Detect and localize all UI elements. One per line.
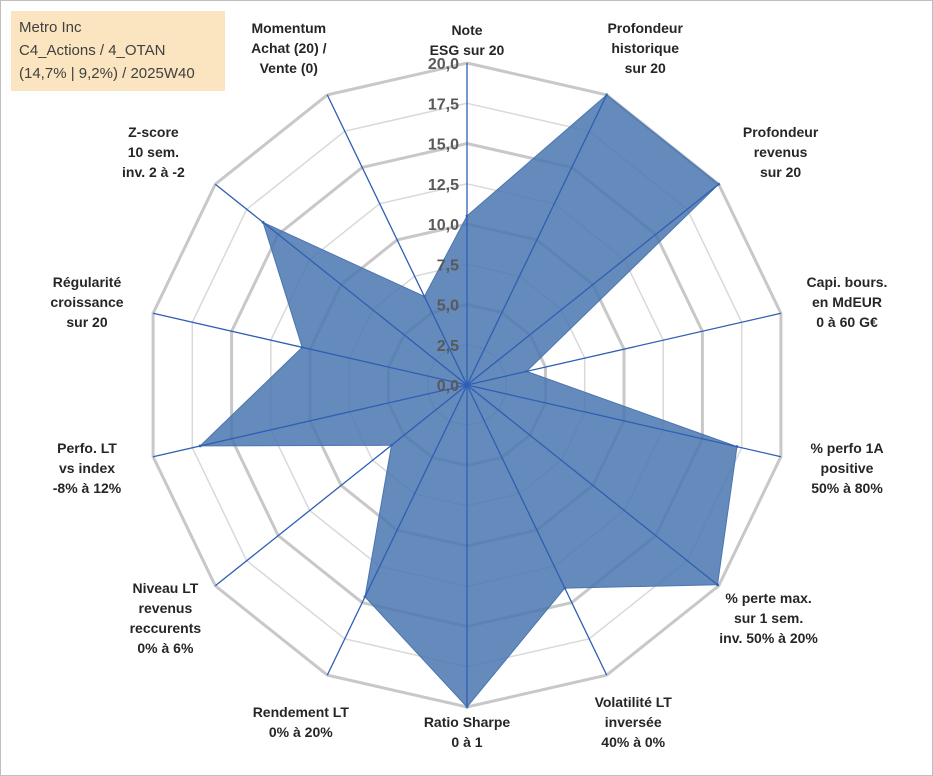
tick-label: 7,5 — [437, 257, 459, 274]
category-label-line: Note — [451, 22, 482, 38]
category-label-line: 0 à 60 G€ — [816, 314, 878, 330]
category-label-line: 50% à 80% — [811, 480, 883, 496]
category-label-line: -8% à 12% — [53, 480, 122, 496]
category-label-line: 0% à 20% — [269, 724, 333, 740]
category-label-line: Niveau LT — [132, 580, 198, 596]
category-label-line: revenus — [139, 600, 193, 616]
axis-line — [466, 384, 720, 587]
category-label-line: Vente (0) — [260, 60, 318, 76]
category-label-line: inversée — [605, 714, 662, 730]
category-label: % perfo 1A positive 50% à 80% — [810, 440, 883, 496]
category-label-line: % perfo 1A — [810, 440, 883, 456]
portfolio-name: C4_Actions / 4_OTAN — [19, 42, 166, 59]
category-label-line: Volatilité LT — [595, 694, 673, 710]
category-label-line: 40% à 0% — [601, 734, 665, 750]
category-label: % perte max. sur 1 sem. inv. 50% à 20% — [719, 590, 818, 646]
category-label: Capi. bours. en MdEUR 0 à 60 G€ — [807, 274, 888, 330]
tick-label: 2,5 — [437, 338, 459, 355]
category-label-line: Achat (20) / — [251, 40, 327, 56]
company-name: Metro Inc — [19, 19, 82, 36]
category-label-line: sur 1 sem. — [734, 610, 803, 626]
category-label-line: croissance — [50, 294, 123, 310]
category-label-line: Ratio Sharpe — [424, 714, 511, 730]
category-label: Régularité croissance sur 20 — [50, 274, 123, 330]
series-area — [198, 94, 738, 708]
category-label-line: Régularité — [53, 274, 122, 290]
tick-label: 12,5 — [428, 177, 459, 194]
category-label-line: Momentum — [251, 20, 326, 36]
category-label: Ratio Sharpe 0 à 1 — [424, 714, 511, 750]
category-label: Perfo. LT vs index -8% à 12% — [53, 440, 122, 496]
axis-line — [466, 183, 720, 386]
category-label-line: reccurents — [130, 620, 202, 636]
category-label-line: sur 20 — [66, 314, 107, 330]
category-label-line: inv. 2 à -2 — [122, 164, 185, 180]
category-label-line: ESG sur 20 — [430, 42, 505, 58]
tick-label: 20,0 — [428, 56, 459, 73]
category-label-line: Capi. bours. — [807, 274, 888, 290]
category-label-line: Perfo. LT — [57, 440, 117, 456]
category-label-line: 0 à 1 — [451, 734, 482, 750]
axis-line — [466, 384, 782, 458]
category-label-line: revenus — [754, 144, 808, 160]
axis-line — [152, 312, 468, 386]
category-label: Momentum Achat (20) / Vente (0) — [251, 20, 327, 76]
axis-line — [326, 384, 468, 676]
info-box: Metro Inc C4_Actions / 4_OTAN (14,7% | 9… — [11, 11, 225, 91]
tick-label: 0,0 — [437, 378, 459, 395]
category-label-line: historique — [611, 40, 679, 56]
axis-line — [214, 183, 468, 386]
tick-label: 5,0 — [437, 298, 459, 315]
axis-line — [466, 384, 608, 676]
category-label-line: positive — [821, 460, 874, 476]
category-label-line: 10 sem. — [128, 144, 179, 160]
category-label-line: sur 20 — [625, 60, 666, 76]
category-label-line: Profondeur — [607, 20, 683, 36]
category-label: Volatilité LT inversée 40% à 0% — [595, 694, 673, 750]
category-label: Niveau LT revenus reccurents 0% à 6% — [130, 580, 202, 656]
axis-line — [466, 94, 608, 386]
tick-label: 10,0 — [428, 217, 459, 234]
category-label-line: % perte max. — [725, 590, 811, 606]
axis-line — [466, 312, 782, 386]
category-label-line: vs index — [59, 460, 115, 476]
tick-label: 17,5 — [428, 96, 459, 113]
category-label: Profondeur historique sur 20 — [607, 20, 683, 76]
category-label-line: en MdEUR — [812, 294, 882, 310]
category-label-line: sur 20 — [760, 164, 801, 180]
axis-line — [326, 94, 468, 386]
category-label-line: Profondeur — [743, 124, 819, 140]
category-label: Note ESG sur 20 — [430, 22, 505, 58]
axis-line — [152, 384, 468, 458]
category-label-line: 0% à 6% — [137, 640, 194, 656]
category-label-line: Rendement LT — [253, 704, 350, 720]
category-label: Profondeur revenus sur 20 — [743, 124, 819, 180]
category-label-line: Z-score — [128, 124, 179, 140]
performance-period: (14,7% | 9,2%) / 2025W40 — [19, 65, 195, 82]
category-label-line: inv. 50% à 20% — [719, 630, 818, 646]
tick-label: 15,0 — [428, 137, 459, 154]
category-label: Rendement LT 0% à 20% — [253, 704, 350, 740]
category-label: Z-score 10 sem. inv. 2 à -2 — [122, 124, 185, 180]
axis-line — [214, 384, 468, 587]
